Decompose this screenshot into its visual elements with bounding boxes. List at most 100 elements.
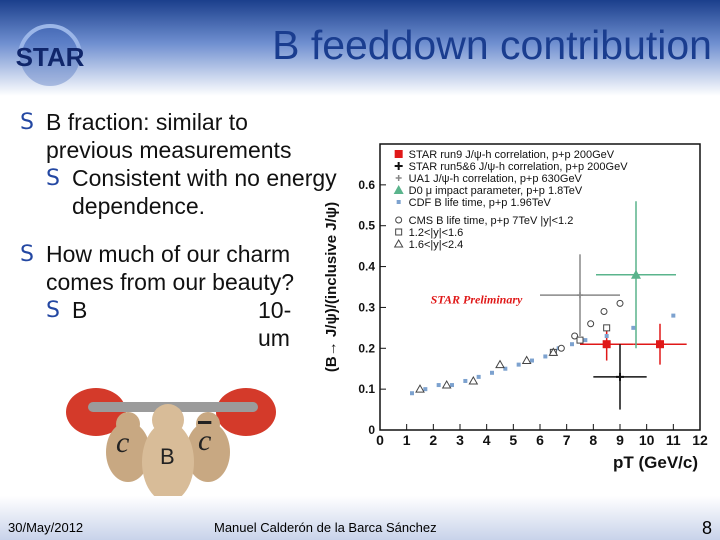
footer-date: 30/May/2012 [8,520,84,535]
data-point [587,320,595,328]
data-point [393,238,404,248]
data-point [571,332,579,340]
data-point [543,354,548,359]
data-point [516,362,521,367]
data-point [616,299,624,307]
bullet-text: B fraction: similar to previous measurem… [46,109,292,163]
title-banner [0,0,720,96]
x-tick-label: 9 [616,432,624,448]
data-point [521,355,532,365]
y-tick-label: 0.2 [358,341,375,355]
bullet-text: How much of our charm comes from our bea… [46,241,295,295]
data-point [393,185,404,194]
data-point [490,370,494,375]
data-point [495,359,505,369]
data-point [548,347,559,356]
x-tick-label: 1 [403,432,411,448]
bullet-s-icon: S [20,242,34,267]
data-point [631,269,641,279]
bullet-item: S B 10- [20,296,340,324]
weightlifting-mice-image [66,388,276,528]
bullet-item: S Consistent with no energy dependence. [20,164,340,220]
data-point [395,216,403,224]
bullet-item: S How much of our charm comes from our b… [20,240,340,296]
y-axis-label: (B→ J/ψ)/(inclusive J/ψ) [323,202,340,372]
legend-entry: STAR run9 J/ψ-h correlation, p+p 200GeV [409,149,615,161]
bullet-s-icon: S [46,166,60,191]
bullet-item: S B fraction: similar to previous measur… [20,108,340,164]
x-tick-label: 11 [666,432,681,448]
data-point [441,380,452,389]
bullet-text: 10- [258,297,292,323]
data-point [468,375,479,385]
beauty-label: B [160,444,175,469]
data-point [577,292,583,299]
data-point [583,338,588,343]
x-axis-label: pT (GeV/c) [613,453,698,472]
legend-entry: CDF B life time, p+p 1.96TeV [409,197,552,209]
data-point [530,358,534,363]
x-tick-label: 4 [483,432,491,448]
legend-entry: D0 μ impact parameter, p+p 1.8TeV [409,185,583,197]
y-tick-label: 0 [368,423,375,437]
data-point [394,150,403,158]
svg-text:STAR: STAR [16,42,85,72]
footer-author: Manuel Calderón de la Barca Sánchez [214,520,437,535]
series-group [596,201,676,349]
slide-title: B feeddown contribution [272,22,712,68]
bullet-text: B [72,297,88,323]
data-point [616,372,624,381]
star-logo: STAR [16,24,85,86]
series-group [593,344,647,410]
series-group [580,323,687,365]
data-point [450,383,454,388]
x-tick-label: 5 [509,432,517,448]
x-tick-label: 6 [536,432,544,448]
data-point [463,378,468,383]
data-point [436,383,441,388]
x-tick-label: 2 [429,432,437,448]
series-group [540,254,620,337]
data-point [395,175,402,181]
bullet-text: Consistent with no energy dependence. [72,165,337,219]
bullet-list: S B fraction: similar to previous measur… [20,108,340,352]
y-tick-label: 0.6 [358,178,375,192]
legend-entry: UA1 J/ψ-h correlation, p+p 630GeV [409,173,583,185]
data-point [576,336,584,344]
annotation-star-preliminary: STAR Preliminary [431,292,523,306]
page-number: 8 [701,518,712,538]
data-point [423,387,428,392]
data-point [557,344,565,352]
data-point [671,313,676,318]
x-tick-label: 10 [639,432,655,448]
anticharm-quark-label: c [198,424,212,457]
footer-bar [0,496,720,540]
x-tick-label: 12 [692,432,708,448]
y-tick-label: 0.5 [358,219,375,233]
bullet-s-icon: S [20,110,34,135]
y-tick-label: 0.1 [358,382,375,396]
data-point [410,391,414,396]
series-group [557,299,624,352]
data-point [394,162,403,170]
legend-entry: STAR run5&6 J/ψ-h correlation, p+p 200Ge… [409,161,629,173]
legend-entry: 1.2<|y|<1.6 [409,227,464,239]
x-tick-label: 7 [563,432,571,448]
series-group [415,347,559,393]
data-point [415,384,425,393]
charm-quark-label: c [116,426,130,459]
data-point [570,342,574,347]
x-tick-label: 0 [376,432,384,448]
bullet-item: um [20,324,340,352]
bullet-text: um [258,325,290,351]
data-point [631,325,636,330]
bullet-s-icon: S [46,298,60,323]
data-point [600,308,608,316]
y-tick-label: 0.4 [358,260,375,274]
data-point [604,334,609,339]
x-tick-label: 3 [456,432,464,448]
data-point [603,324,611,332]
data-point [656,340,664,349]
data-point [395,228,403,236]
legend-entry: 1.6<|y|<2.4 [409,239,464,251]
